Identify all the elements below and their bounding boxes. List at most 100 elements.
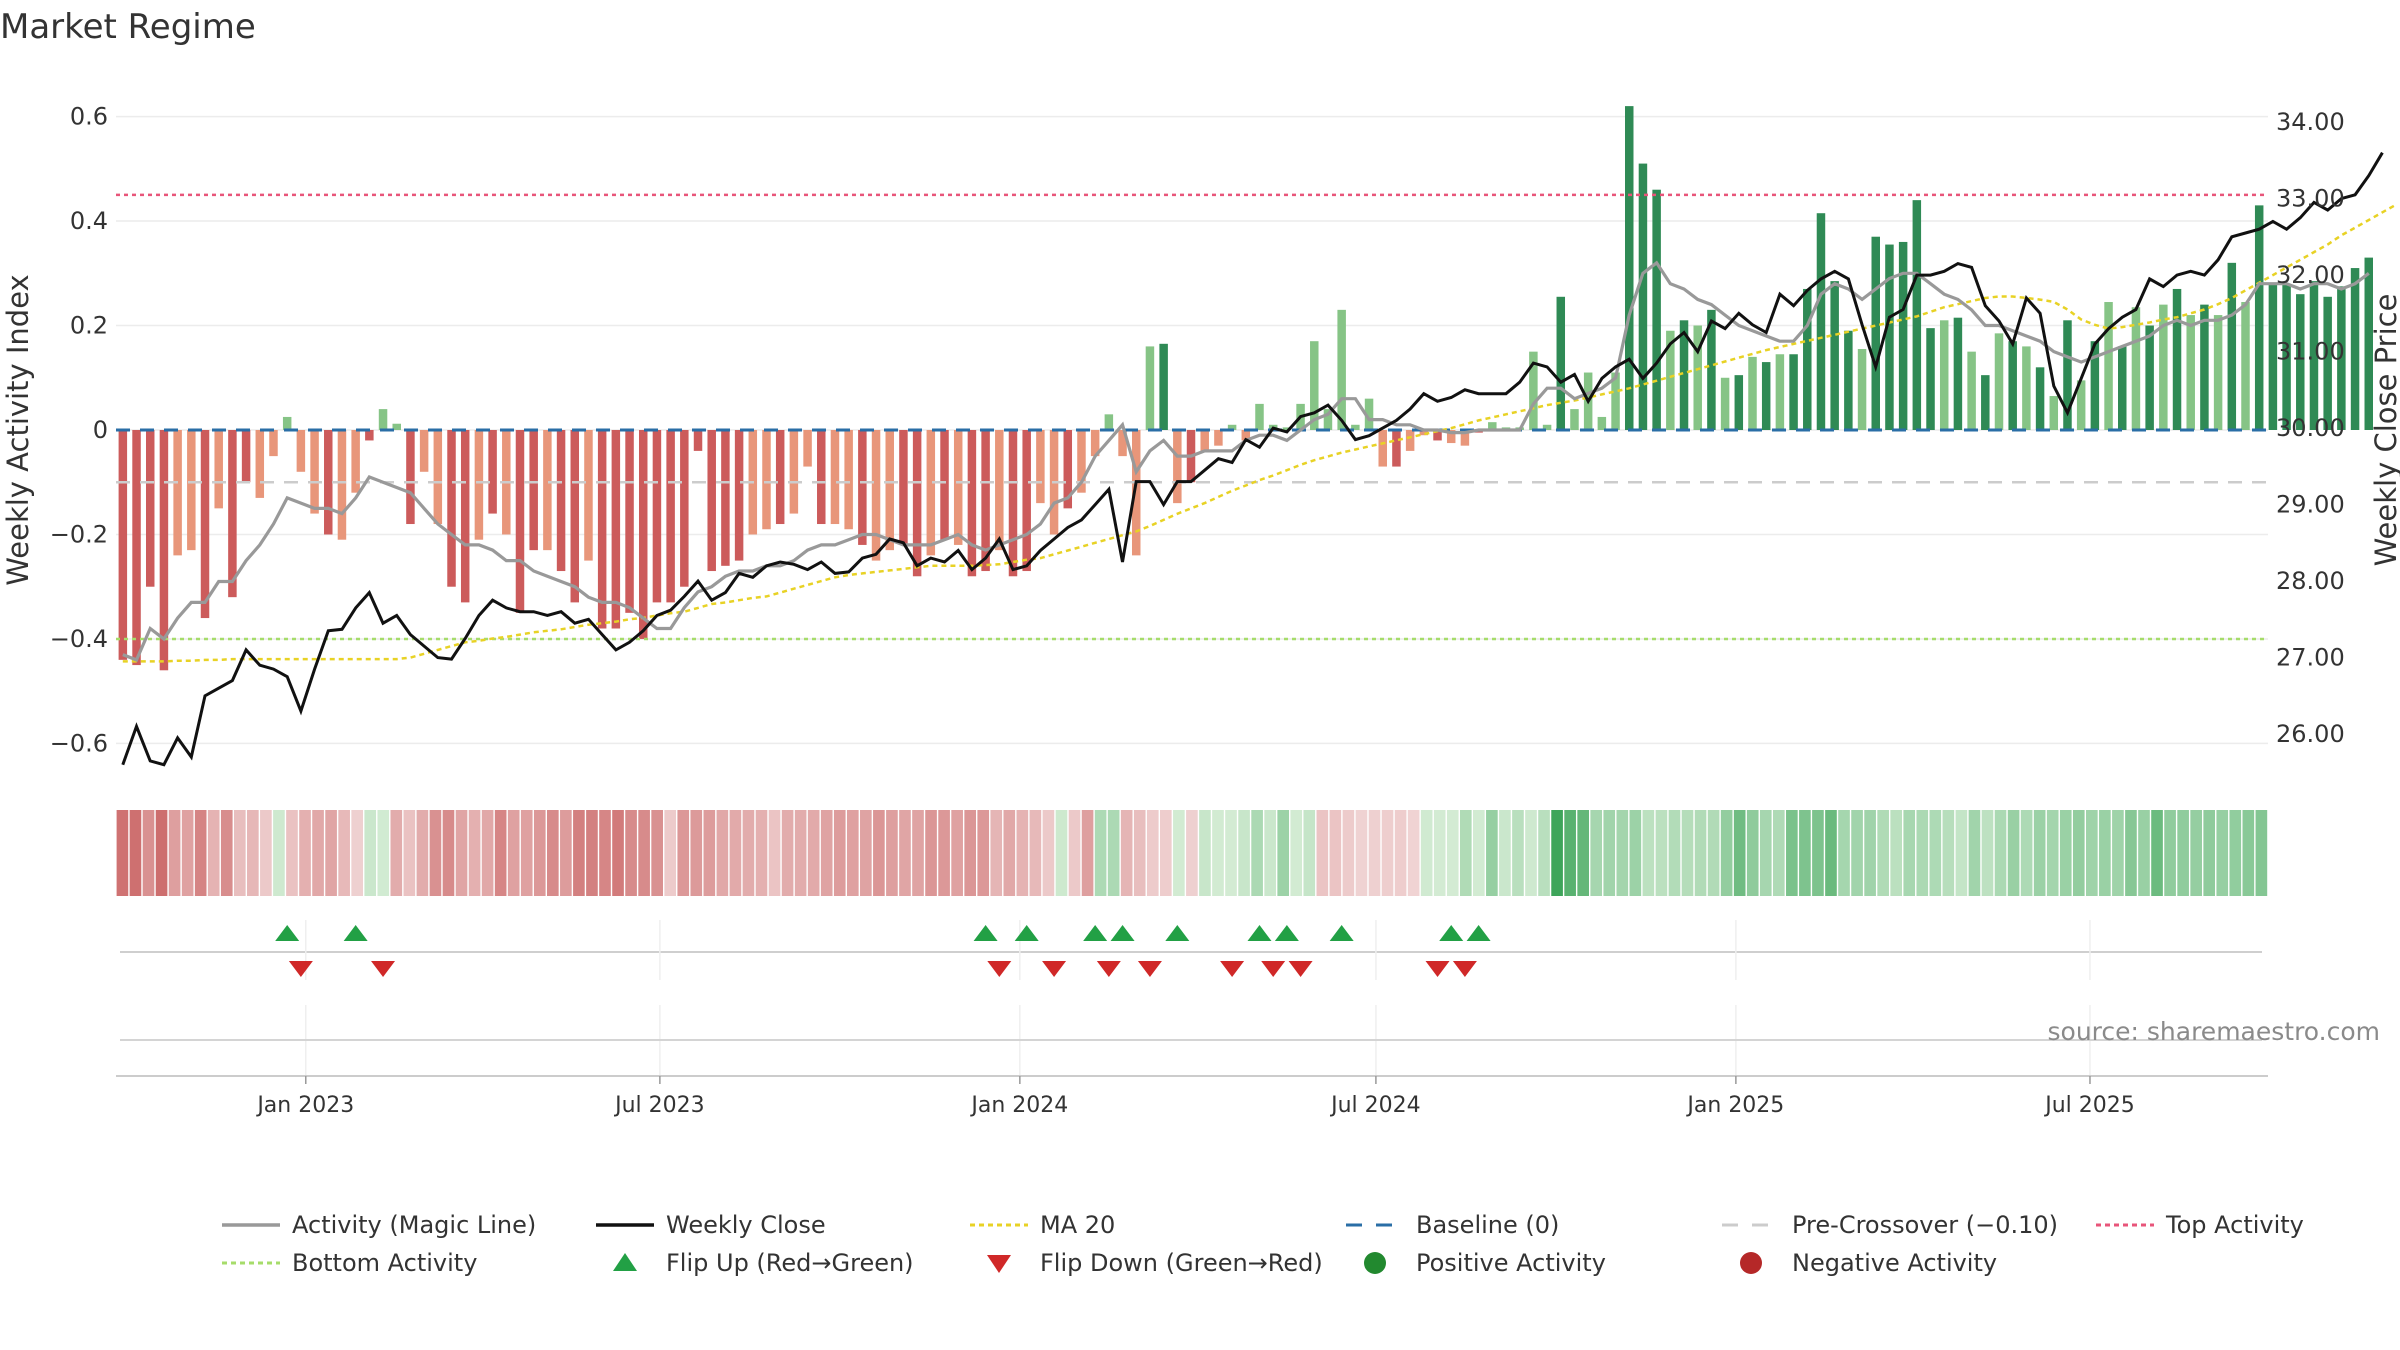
activity-bar — [1446, 430, 1456, 444]
heat-cell — [1655, 810, 1668, 896]
heat-cell — [2059, 810, 2072, 896]
heat-cell — [873, 810, 885, 896]
regime-heat-strip — [116, 810, 2268, 896]
flip-down-marker — [987, 961, 1012, 977]
legend-item: Flip Up (Red→Green) — [613, 1249, 914, 1277]
heat-cell — [1394, 810, 1407, 896]
activity-bar — [1090, 430, 1100, 457]
heat-cell — [390, 810, 403, 896]
activity-bar — [1077, 430, 1086, 493]
heat-cell — [1525, 810, 1537, 896]
heat-cell — [1459, 810, 1472, 896]
heat-cell — [1081, 810, 1094, 896]
heat-cell — [1159, 810, 1172, 896]
heat-cell — [2138, 810, 2150, 896]
activity-bar — [2008, 341, 2017, 430]
heat-cell — [1720, 810, 1733, 896]
ma20-line — [122, 203, 2397, 663]
legend-item: Weekly Close — [596, 1211, 826, 1239]
heat-cell — [599, 810, 611, 896]
x-tick-label: Jul 2025 — [2043, 1093, 2135, 1118]
activity-bar — [1926, 328, 1935, 430]
activity-bar — [1707, 309, 1716, 430]
heat-cell — [194, 810, 207, 896]
activity-bar — [2172, 288, 2182, 430]
activity-bar — [1405, 430, 1415, 451]
activity-bars — [118, 106, 2373, 671]
activity-bar — [1542, 424, 1552, 430]
legend-item: Negative Activity — [1740, 1249, 1997, 1277]
activity-bar — [2090, 341, 2100, 430]
heat-cell — [1251, 810, 1263, 896]
heat-cell — [1381, 810, 1394, 896]
activity-bar — [529, 430, 538, 551]
flip-up-marker — [1165, 925, 1190, 941]
y2-tick-label: 27.00 — [2276, 644, 2345, 672]
heat-cell — [2020, 810, 2033, 896]
activity-bar — [625, 430, 634, 613]
x-tick-label: Jan 2024 — [969, 1093, 1068, 1118]
legend-item: Activity (Magic Line) — [222, 1211, 536, 1239]
heat-cell — [1225, 810, 1237, 896]
source-note: source: sharemaestro.com — [2048, 1017, 2381, 1046]
activity-bar — [406, 430, 415, 525]
heat-cell — [1094, 810, 1107, 896]
heat-cell — [338, 810, 350, 896]
legend-label: Positive Activity — [1416, 1249, 1606, 1277]
heat-cell — [116, 810, 129, 896]
activity-bar — [981, 430, 990, 572]
activity-bar — [775, 430, 785, 525]
activity-bar — [940, 430, 949, 540]
heat-cell — [2072, 810, 2085, 896]
flip-down-marker — [1042, 961, 1067, 977]
activity-bar — [1556, 296, 1566, 430]
heat-cell — [1577, 810, 1589, 896]
heat-cell — [2099, 810, 2111, 896]
heat-cell — [846, 810, 859, 896]
heat-cell — [1212, 810, 1224, 896]
activity-bar — [2118, 346, 2127, 430]
heat-cell — [1733, 810, 1746, 896]
heat-cell — [429, 810, 442, 896]
heat-cell — [1694, 810, 1707, 896]
activity-bar — [597, 430, 607, 629]
heat-cell — [1942, 810, 1955, 896]
heat-cell — [1486, 810, 1498, 896]
heat-cell — [1851, 810, 1863, 896]
heat-cell — [2177, 810, 2189, 896]
heat-cell — [1642, 810, 1655, 896]
heat-cell — [2229, 810, 2242, 896]
heat-cell — [1551, 810, 1563, 896]
activity-bar — [1364, 398, 1374, 430]
activity-bar — [1994, 333, 2004, 430]
y2-tick-label: 33.00 — [2276, 185, 2345, 213]
activity-bar — [474, 430, 484, 540]
activity-bar — [2254, 205, 2264, 430]
heat-cell — [1538, 810, 1550, 896]
flip-down-marker — [1261, 961, 1286, 977]
heat-cell — [638, 810, 650, 896]
activity-bar — [269, 430, 278, 457]
activity-bar — [2159, 304, 2168, 430]
y2-tick-label: 34.00 — [2276, 108, 2345, 136]
activity-bar — [2049, 396, 2059, 430]
activity-bar — [1022, 430, 1031, 572]
heat-cell — [951, 810, 963, 896]
activity-bar — [2282, 283, 2291, 430]
heat-cell — [573, 810, 585, 896]
activity-bar — [2213, 315, 2223, 430]
heat-cell — [207, 810, 220, 896]
heat-cell — [1603, 810, 1616, 896]
activity-bar — [1227, 424, 1237, 430]
activity-bar — [337, 430, 347, 540]
heat-cell — [1042, 810, 1055, 896]
activity-bar — [1323, 409, 1333, 430]
heat-cell — [260, 810, 272, 896]
activity-bar — [392, 423, 401, 430]
activity-bar — [447, 430, 456, 587]
heat-cell — [1864, 810, 1876, 896]
activity-bar — [1611, 372, 1620, 430]
y2-tick-label: 28.00 — [2276, 567, 2345, 595]
heat-cell — [1173, 810, 1185, 896]
flip-up-marker — [343, 925, 368, 941]
